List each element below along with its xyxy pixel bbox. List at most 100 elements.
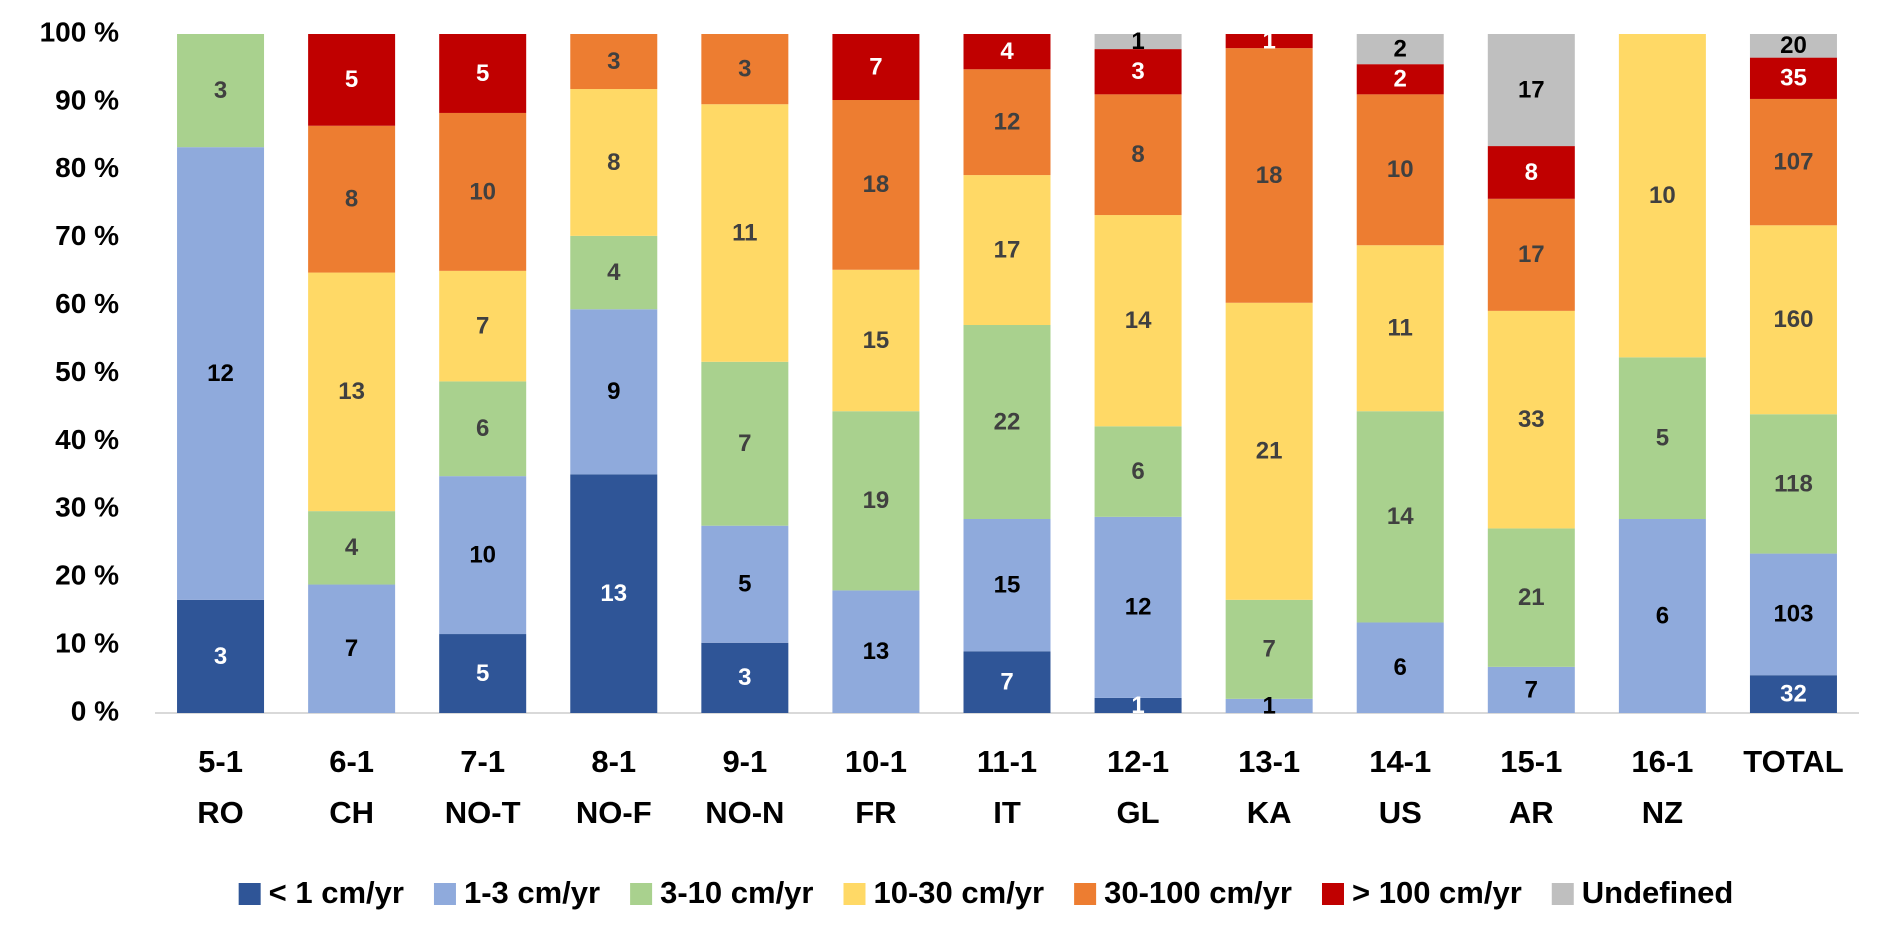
bar-segment: [832, 590, 920, 713]
x-tick-label: NO-N: [705, 795, 784, 830]
x-tick-label: 15-1: [1500, 744, 1562, 779]
bar-segment: [308, 584, 396, 713]
data-label: 5: [738, 571, 751, 598]
data-label: 7: [869, 53, 882, 80]
legend-swatch: [843, 883, 866, 905]
data-label: 7: [738, 430, 751, 457]
data-label: 2: [1394, 35, 1407, 62]
x-tick-label: AR: [1509, 795, 1554, 830]
bar-segment: [177, 599, 265, 713]
y-tick-label: 80 %: [55, 152, 119, 183]
x-tick-label: 14-1: [1369, 744, 1431, 779]
data-label: 3: [738, 55, 751, 82]
data-label: 4: [345, 534, 359, 561]
x-tick-label: NO-F: [576, 795, 652, 830]
data-label: 14: [1125, 307, 1152, 334]
bar-segment: [1749, 675, 1837, 713]
bar-segment: [1487, 528, 1575, 667]
bar-segment: [570, 309, 658, 475]
legend-label: 10-30 cm/yr: [873, 875, 1044, 910]
data-label: 14: [1387, 503, 1414, 530]
bar-segment: [570, 89, 658, 236]
bar-segment: [1094, 516, 1182, 698]
bar-segment: [832, 269, 920, 412]
bar-segment: [177, 34, 265, 148]
y-tick-label: 50 %: [55, 356, 119, 387]
data-label: 7: [1525, 676, 1538, 703]
data-label: 21: [1518, 584, 1545, 611]
data-label: 8: [345, 186, 358, 213]
x-tick-label: IT: [993, 795, 1021, 830]
data-label: 6: [476, 415, 489, 442]
x-tick-label: 11-1: [977, 744, 1037, 779]
bar-segment: [308, 272, 396, 512]
bar-segment: [832, 34, 920, 101]
data-label: 11: [1388, 315, 1413, 342]
bar-segment: [701, 361, 789, 526]
data-label: 5: [345, 66, 358, 93]
bar-segment: [832, 100, 920, 270]
data-label: 7: [345, 635, 358, 662]
data-label: 5: [476, 60, 489, 87]
bar-segment: [1749, 553, 1837, 676]
data-label: 3: [1131, 58, 1144, 85]
y-tick-label: 30 %: [55, 492, 119, 523]
x-tick-label: 7-1: [460, 744, 505, 779]
data-label: 5: [1656, 425, 1669, 452]
bar-segment: [1487, 146, 1575, 199]
x-tick-label: FR: [855, 795, 896, 830]
data-label: 12: [994, 109, 1021, 136]
bar-segment: [570, 474, 658, 713]
x-tick-label: US: [1379, 795, 1422, 830]
bar-segment: [1749, 57, 1837, 99]
y-tick-label: 100 %: [40, 16, 119, 47]
x-tick-label: 8-1: [591, 744, 636, 779]
data-label: 8: [1525, 159, 1538, 186]
legend-label: Undefined: [1582, 875, 1734, 910]
data-label: 10: [1387, 156, 1414, 183]
bar-segment: [1618, 34, 1706, 358]
legend-swatch: [238, 883, 261, 905]
data-label: 3: [214, 77, 227, 104]
bar-segment: [1356, 34, 1444, 65]
data-label: 21: [1256, 438, 1283, 465]
bar-segment: [1356, 622, 1444, 713]
data-label: 20: [1780, 32, 1807, 59]
data-label: 13: [863, 638, 890, 665]
bar-segment: [1225, 48, 1313, 303]
bar-segment: [963, 651, 1051, 713]
x-tick-label: CH: [329, 795, 374, 830]
x-tick-label: 10-1: [845, 744, 907, 779]
data-label: 11: [732, 219, 757, 246]
legend-swatch: [630, 883, 653, 905]
data-label: 13: [338, 378, 365, 405]
bar-segment: [1487, 310, 1575, 529]
data-label: 22: [994, 408, 1021, 435]
bar-segment: [1618, 519, 1706, 713]
x-tick-label: TOTAL: [1743, 744, 1843, 779]
data-label: 6: [1656, 602, 1669, 629]
bar-segment: [1487, 34, 1575, 147]
legend-label: 30-100 cm/yr: [1104, 875, 1292, 910]
bar-segment: [439, 381, 527, 477]
bar-segment: [963, 69, 1051, 176]
data-label: 10: [469, 178, 496, 205]
legend-label: < 1 cm/yr: [269, 875, 404, 910]
data-label: 4: [607, 259, 621, 286]
bar-segment: [701, 642, 789, 713]
bar-segment: [439, 634, 527, 713]
legend-swatch: [1551, 883, 1574, 905]
data-label: 1: [1131, 28, 1144, 55]
bar-segment: [1094, 49, 1182, 95]
data-label: 17: [1518, 76, 1545, 103]
data-label: 6: [1131, 458, 1144, 485]
x-tick-label: 12-1: [1107, 744, 1169, 779]
data-label: 10: [469, 541, 496, 568]
data-label: 17: [994, 236, 1021, 263]
data-label: 13: [600, 580, 627, 607]
bar-segment: [308, 125, 396, 273]
data-label: 8: [607, 149, 620, 176]
bar-segment: [963, 175, 1051, 325]
